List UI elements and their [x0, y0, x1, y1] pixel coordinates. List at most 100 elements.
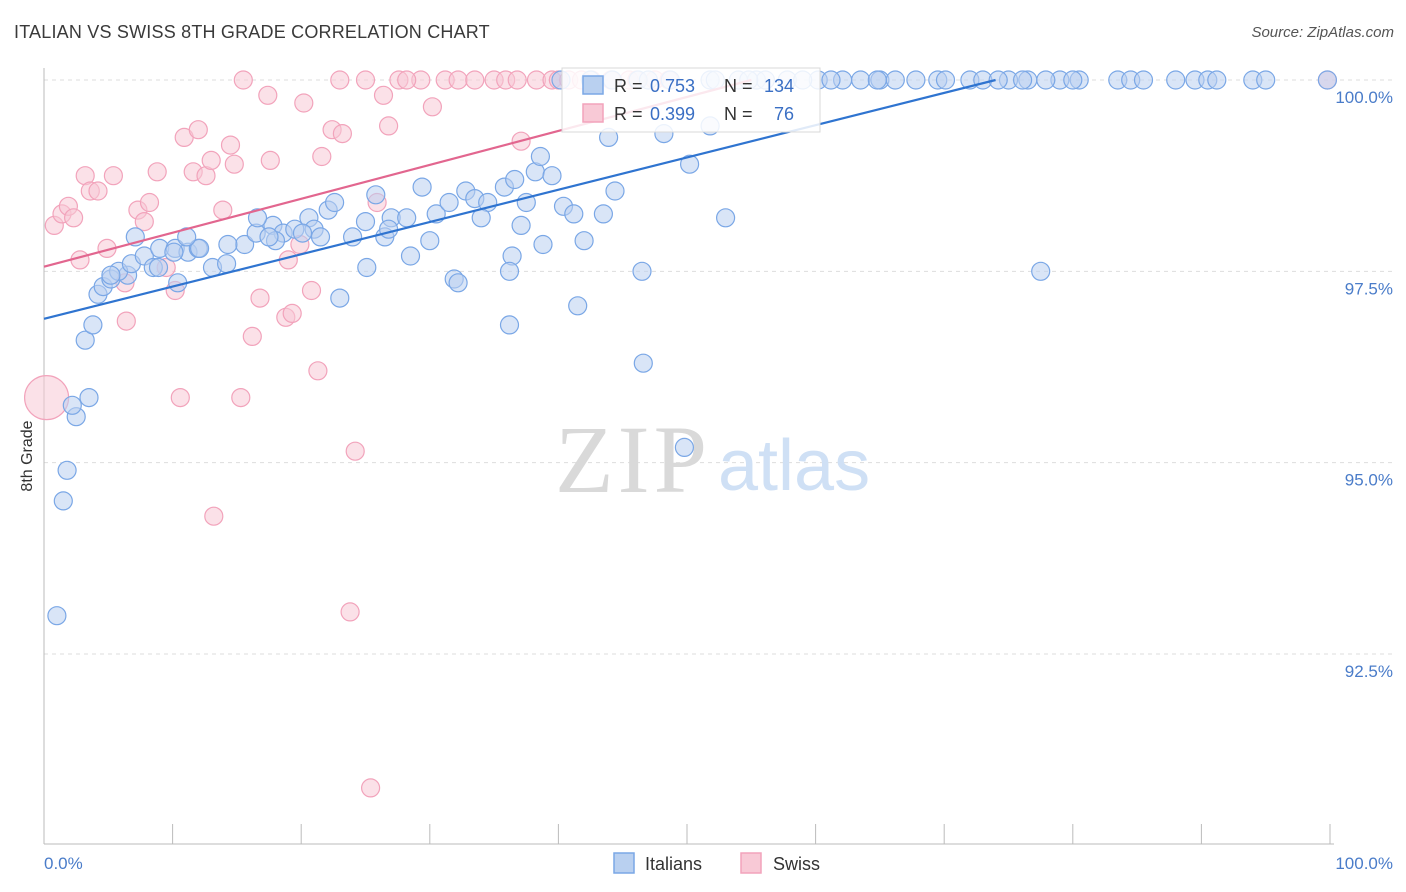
- italians-point: [568, 296, 588, 316]
- swiss-point: [134, 212, 154, 232]
- swiss-point: [258, 85, 278, 105]
- swiss-point: [361, 778, 381, 798]
- italians-point: [511, 215, 531, 235]
- italians-point: [420, 231, 440, 251]
- italians-point: [412, 177, 432, 197]
- swiss-point: [294, 93, 314, 113]
- x-tick-label-max: 100.0%: [1335, 854, 1393, 873]
- italians-point: [1166, 70, 1186, 90]
- swiss-point: [204, 506, 224, 526]
- swiss-r-value: 0.399: [650, 104, 695, 124]
- swiss-point: [63, 208, 84, 228]
- italians-point: [1031, 261, 1051, 281]
- italians-point: [292, 223, 313, 243]
- italians-point: [632, 261, 652, 281]
- watermark: ZIP atlas: [555, 406, 870, 513]
- swiss-point: [379, 116, 399, 136]
- italians-point: [400, 246, 421, 266]
- swiss-point: [330, 70, 350, 90]
- swiss-point: [220, 135, 241, 155]
- italians-point: [593, 204, 614, 224]
- italians-stat-swatch: [582, 75, 604, 95]
- swiss-point: [422, 97, 442, 117]
- swiss-point: [282, 303, 302, 323]
- italians-point: [1317, 70, 1338, 90]
- italians-point: [330, 288, 350, 308]
- swiss-point: [23, 375, 70, 421]
- italians-point: [1012, 70, 1033, 90]
- swiss-point: [88, 181, 108, 201]
- italians-point: [867, 70, 887, 90]
- italians-point: [101, 265, 121, 285]
- italians-point: [530, 146, 551, 167]
- swiss-point: [260, 150, 280, 170]
- trend-lines: [43, 78, 996, 320]
- italians-point: [885, 70, 905, 90]
- source-attribution: Source: ZipAtlas.com: [1251, 24, 1394, 41]
- italians-point: [533, 234, 553, 255]
- legend-label-swiss: Swiss: [773, 854, 820, 874]
- swiss-point: [448, 70, 468, 90]
- italians-point: [190, 238, 210, 258]
- italians-points: [47, 70, 1338, 626]
- italians-r-value: 0.753: [650, 76, 695, 96]
- italians-point: [1207, 70, 1227, 90]
- swiss-point: [507, 70, 527, 90]
- swiss-n-value: 76: [774, 104, 794, 124]
- italians-point: [564, 204, 584, 224]
- italians-point: [148, 257, 169, 278]
- italians-point: [259, 227, 279, 247]
- swiss-point: [340, 602, 360, 622]
- swiss-point: [250, 288, 270, 308]
- watermark-zip: ZIP: [555, 406, 711, 513]
- x-tick-label-min: 0.0%: [44, 854, 83, 873]
- swiss-point: [233, 70, 253, 90]
- italians-point: [574, 231, 594, 251]
- italians-point: [75, 330, 95, 350]
- swiss-point: [345, 441, 365, 461]
- legend-label-italians: Italians: [645, 854, 702, 874]
- swiss-point: [231, 388, 251, 408]
- italians-point: [83, 315, 103, 335]
- swiss-point: [116, 311, 136, 331]
- italians-point: [935, 70, 956, 90]
- swiss-point: [213, 200, 233, 220]
- italians-point: [310, 227, 331, 247]
- italians-point: [499, 261, 520, 281]
- italians-point: [499, 315, 520, 335]
- stats-legend-frame: [561, 67, 821, 133]
- swiss-point: [308, 361, 328, 381]
- italians-point: [164, 242, 184, 262]
- italians-point: [62, 395, 82, 415]
- legend-swatch-swiss: [740, 852, 762, 874]
- italians-point: [633, 353, 653, 373]
- italians-point: [79, 388, 99, 408]
- italians-point: [1133, 70, 1154, 90]
- swiss-point: [242, 326, 262, 346]
- italians-n-label: N =: [724, 76, 753, 96]
- italians-point: [715, 208, 736, 228]
- italians-point: [218, 234, 238, 255]
- swiss-point: [188, 120, 208, 140]
- italians-point: [247, 208, 268, 228]
- italians-r-label: R =: [614, 76, 643, 96]
- italians-point: [397, 208, 417, 228]
- swiss-point: [201, 150, 221, 170]
- swiss-stat-swatch: [582, 103, 604, 123]
- italians-point: [439, 192, 459, 213]
- y-axis-label: 8th Grade: [19, 420, 36, 491]
- swiss-r-label: R =: [614, 104, 643, 124]
- italians-point: [605, 181, 625, 201]
- italians-point: [679, 154, 700, 174]
- series-legend: Italians Swiss: [613, 852, 820, 874]
- swiss-point: [301, 280, 322, 301]
- swiss-point: [224, 154, 244, 174]
- italians-point: [1063, 70, 1083, 90]
- italians-point: [542, 166, 562, 186]
- swiss-point: [147, 162, 167, 182]
- swiss-point: [312, 146, 332, 167]
- y-axis-ticks: 92.5% 95.0% 97.5% 100.0%: [1335, 88, 1393, 681]
- italians-point: [53, 491, 73, 511]
- swiss-point: [397, 70, 417, 90]
